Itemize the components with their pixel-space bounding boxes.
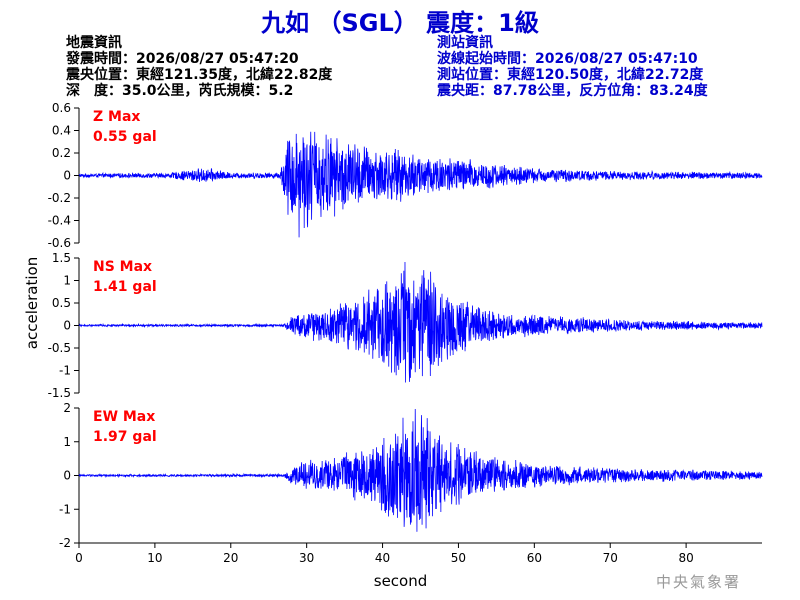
chart-title: 九如 （SGL） 震度：1級	[261, 9, 539, 37]
panel-ew: -2 -1 0 1 2 EW Max 1.97 gal	[59, 401, 763, 550]
agency-watermark: 中央氣象署	[656, 573, 742, 591]
y-tick-label: -1	[59, 502, 71, 516]
wave-start-time: 波線起始時間：2026/08/27 05:47:10	[437, 51, 698, 67]
waveform-trace	[78, 409, 763, 532]
station-location: 測站位置：東經120.50度，北緯22.72度	[437, 67, 704, 83]
y-axis-label: acceleration	[23, 257, 41, 349]
distance-azimuth: 震央距：87.78公里，反方位角：83.24度	[437, 83, 708, 99]
depth-magnitude: 深 度：35.0公里，芮氏規模：5.2	[66, 83, 294, 99]
max-label: Z Max	[93, 109, 140, 125]
x-tick-label: 20	[223, 551, 238, 565]
y-tick-label: -0.6	[48, 236, 71, 250]
y-tick-label: -1	[59, 364, 71, 378]
y-tick-label: 0.6	[52, 101, 71, 115]
earthquake-info: 地震資訊 發震時間：2026/08/27 05:47:20 震央位置：東經121…	[66, 35, 332, 99]
y-tick-label: 0.2	[52, 146, 71, 160]
y-tick-label: -1.5	[48, 386, 71, 400]
panel-z: -0.6 -0.4 -0.2 0 0.2 0.4 0.6 Z Max 0.55 gal	[48, 101, 763, 250]
waveform-trace	[78, 131, 763, 238]
quake-info-heading: 地震資訊	[66, 35, 122, 51]
epicenter-location: 震央位置：東經121.35度，北緯22.82度	[66, 67, 333, 83]
max-value: 1.41 gal	[93, 279, 157, 295]
y-tick-label: 0	[63, 469, 71, 483]
y-tick-label: 0.4	[52, 124, 71, 138]
y-tick-label: 1	[63, 435, 71, 449]
x-tick-label: 60	[527, 551, 542, 565]
max-label: EW Max	[93, 409, 155, 425]
y-tick-label: 0	[63, 169, 71, 183]
x-axis-label: second	[374, 572, 428, 590]
station-info: 測站資訊 波線起始時間：2026/08/27 05:47:10 測站位置：東經1…	[437, 35, 708, 99]
y-tick-label: 0	[63, 319, 71, 333]
x-tick-label: 40	[375, 551, 390, 565]
y-tick-label: -0.5	[48, 341, 71, 355]
y-tick-label: 0.5	[52, 296, 71, 310]
x-tick-label: 50	[451, 551, 466, 565]
x-tick-label: 10	[147, 551, 162, 565]
x-tick-label: 30	[299, 551, 314, 565]
x-tick-label: 70	[603, 551, 618, 565]
y-tick-label: -0.4	[48, 214, 71, 228]
max-value: 0.55 gal	[93, 129, 157, 145]
max-value: 1.97 gal	[93, 429, 157, 445]
origin-time: 發震時間：2026/08/27 05:47:20	[66, 51, 299, 67]
max-label: NS Max	[93, 259, 152, 275]
y-tick-label: -0.2	[48, 191, 71, 205]
y-tick-label: 2	[63, 401, 71, 415]
y-tick-label: 1	[63, 274, 71, 288]
waveform-trace	[78, 262, 763, 383]
y-tick-label: 1.5	[52, 251, 71, 265]
y-tick-label: -2	[59, 536, 71, 550]
x-tick-label: 80	[678, 551, 693, 565]
x-tick-label: 0	[75, 551, 83, 565]
station-info-heading: 測站資訊	[437, 35, 493, 51]
panel-ns: -1.5 -1 -0.5 0 0.5 1 1.5 NS Max 1.41 gal	[48, 251, 763, 400]
